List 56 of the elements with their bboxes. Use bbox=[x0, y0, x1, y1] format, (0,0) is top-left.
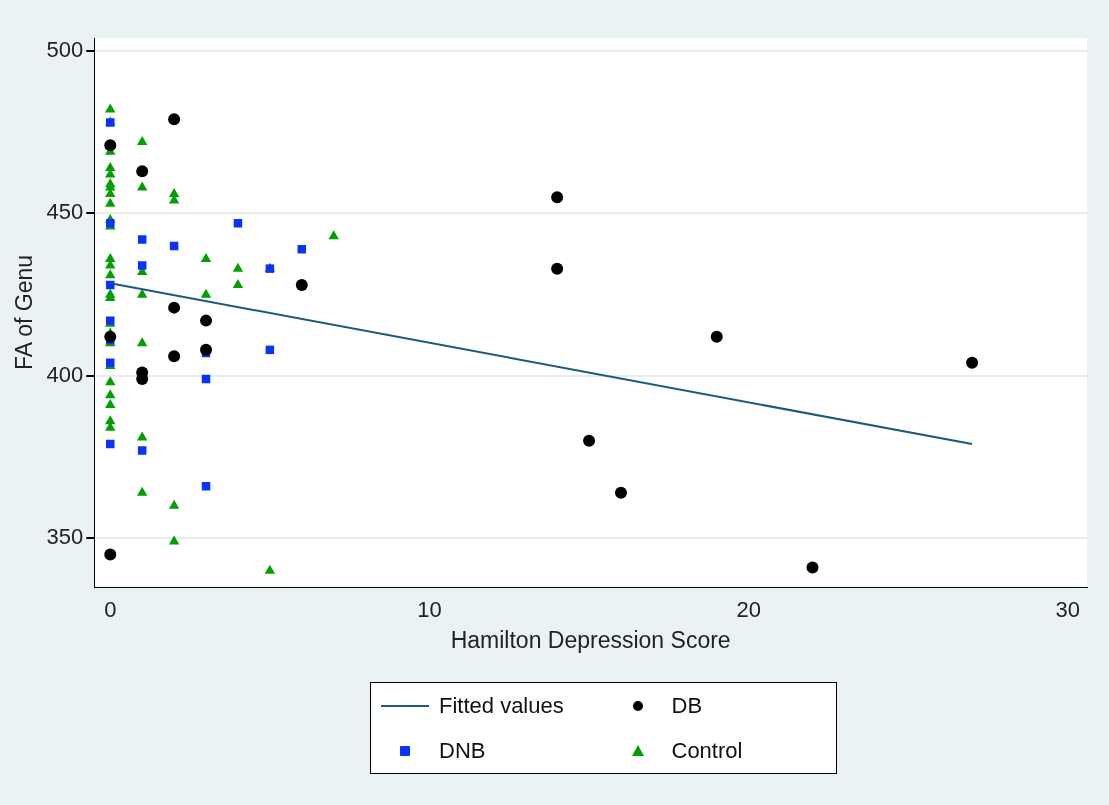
point bbox=[232, 262, 244, 272]
point bbox=[105, 197, 116, 207]
point bbox=[328, 230, 339, 240]
point bbox=[104, 548, 117, 561]
x-tick-label: 20 bbox=[736, 597, 761, 623]
legend-label: DNB bbox=[439, 737, 486, 764]
legend-label: Control bbox=[671, 737, 743, 764]
point bbox=[966, 356, 979, 369]
point bbox=[104, 139, 117, 152]
point bbox=[105, 389, 116, 399]
point bbox=[614, 486, 627, 499]
point bbox=[106, 439, 115, 449]
point bbox=[137, 261, 147, 270]
point bbox=[105, 376, 116, 386]
point bbox=[136, 135, 148, 145]
point bbox=[168, 499, 180, 509]
point bbox=[200, 252, 212, 262]
point bbox=[105, 252, 116, 262]
legend-label: Fitted values bbox=[439, 692, 564, 719]
point bbox=[168, 350, 181, 363]
point bbox=[104, 330, 117, 343]
x-axis-title: Hamilton Depression Score bbox=[450, 626, 731, 653]
x-tick-label: 0 bbox=[104, 597, 117, 623]
point bbox=[551, 191, 564, 204]
point bbox=[168, 187, 180, 197]
point bbox=[137, 446, 147, 455]
point bbox=[105, 269, 116, 279]
y-tick-label: 350 bbox=[46, 524, 84, 550]
point bbox=[136, 337, 148, 347]
point bbox=[168, 535, 180, 545]
point bbox=[105, 161, 116, 171]
point bbox=[137, 235, 147, 244]
point bbox=[136, 431, 148, 441]
point bbox=[105, 399, 116, 409]
y-tick-label: 500 bbox=[46, 37, 84, 63]
point bbox=[201, 482, 211, 491]
x-tick-label: 30 bbox=[1055, 597, 1081, 623]
point bbox=[551, 262, 564, 275]
x-tick-label: 10 bbox=[417, 597, 442, 623]
legend-label: DB bbox=[671, 692, 703, 719]
point bbox=[710, 330, 723, 343]
point bbox=[232, 278, 244, 288]
point bbox=[806, 561, 819, 574]
point bbox=[200, 288, 212, 298]
point bbox=[200, 343, 213, 356]
point bbox=[583, 434, 596, 447]
point bbox=[200, 314, 213, 327]
point bbox=[136, 486, 148, 496]
point bbox=[295, 278, 308, 291]
y-axis-title: FA of Genu bbox=[11, 254, 38, 371]
point bbox=[264, 564, 276, 574]
point bbox=[168, 301, 181, 314]
point bbox=[168, 113, 181, 126]
y-tick-label: 450 bbox=[46, 199, 84, 225]
point bbox=[136, 165, 149, 178]
y-tick-label: 400 bbox=[46, 361, 84, 387]
